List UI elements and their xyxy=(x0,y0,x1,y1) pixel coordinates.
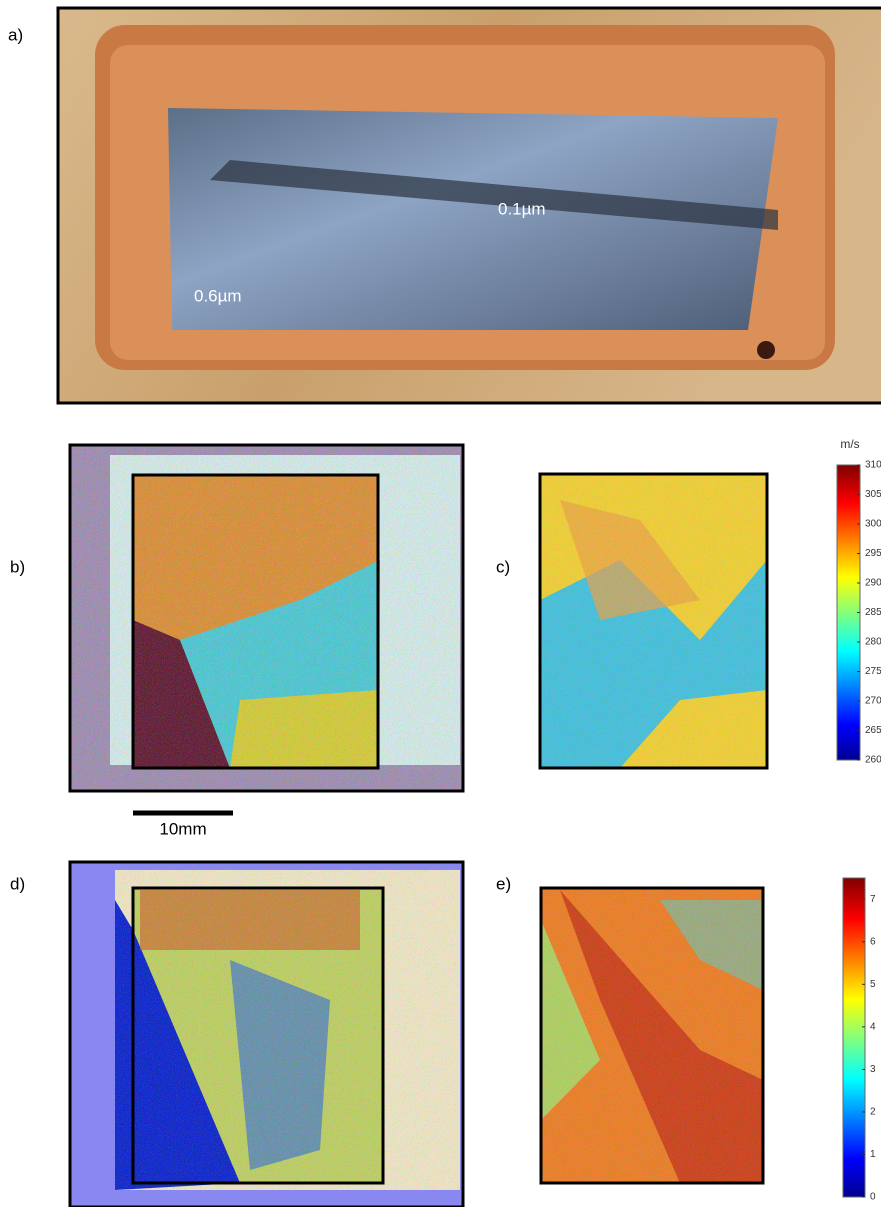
panel-label: a) xyxy=(8,25,23,44)
map-d xyxy=(70,862,463,1207)
colorbar-tick-label: 265 xyxy=(865,725,881,736)
scale-bar-label: 10mm xyxy=(159,819,206,838)
map-c xyxy=(540,474,767,768)
colorbar xyxy=(837,465,860,760)
figure: a) 0.1µm 0.6µm b) 10mm c) m/s 3103053002… xyxy=(0,0,881,1207)
colorbar-tick-label: 0 xyxy=(870,1192,876,1203)
colorbar-tick-label: 1 xyxy=(870,1149,876,1160)
colorbar-tick-label: 7 xyxy=(870,894,876,905)
panel-label: c) xyxy=(496,557,510,576)
colorbar-tick-label: 295 xyxy=(865,548,881,559)
map-e xyxy=(541,888,763,1183)
annotation: 0.6µm xyxy=(194,286,242,305)
photo xyxy=(58,8,881,403)
colorbar-tick-label: 6 xyxy=(870,936,876,947)
colorbar-tick-label: 4 xyxy=(870,1022,876,1033)
panel-label: d) xyxy=(10,874,25,893)
colorbar-tick-label: 290 xyxy=(865,578,881,589)
colorbar-tick-label: 285 xyxy=(865,607,881,618)
colorbar-tick-label: 275 xyxy=(865,666,881,677)
colorbar-tick-label: 270 xyxy=(865,696,881,707)
panel-label: b) xyxy=(10,557,25,576)
colorbar-tick-label: 260 xyxy=(865,755,881,766)
colorbar-tick-label: 310 xyxy=(865,460,881,471)
colorbar-tick-label: 2 xyxy=(870,1107,876,1118)
colorbar xyxy=(843,878,865,1197)
map-b xyxy=(70,445,463,791)
panel-label: e) xyxy=(496,874,511,893)
colorbar-tick-label: 5 xyxy=(870,979,876,990)
colorbar-tick-label: 3 xyxy=(870,1064,876,1075)
annotation: 0.1µm xyxy=(498,199,546,218)
colorbar-tick-label: 300 xyxy=(865,519,881,530)
colorbar-unit: m/s xyxy=(840,437,859,451)
colorbar-tick-label: 280 xyxy=(865,637,881,648)
colorbar-tick-label: 305 xyxy=(865,489,881,500)
